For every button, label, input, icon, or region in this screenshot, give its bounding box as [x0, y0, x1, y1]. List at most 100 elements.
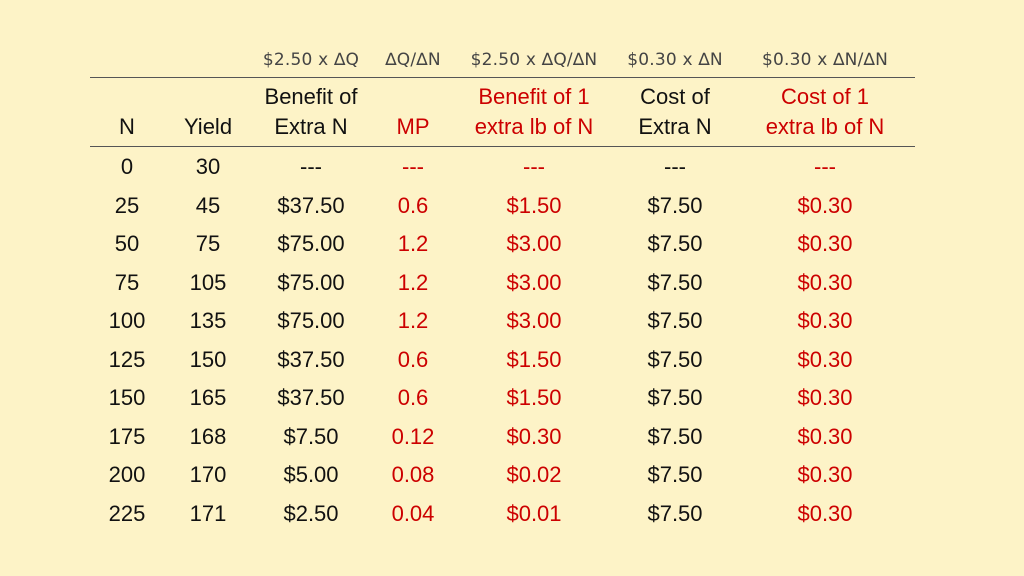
header-line2: extra lb of N: [765, 114, 885, 139]
table-body: 0 30 --- --- --- --- --- 25 45 $37.50 0.6 $1.50 $7.5…: [0, 148, 1024, 533]
cell-benefit-1lb: $3.00: [506, 308, 562, 333]
cell-benefit-extra-n: $37.50: [277, 346, 345, 372]
header-mp: MP: [397, 112, 430, 142]
cell-cost-extra-n: $7.50: [647, 462, 703, 487]
cell-cost-extra-n: $7.50: [647, 423, 703, 449]
header-line2: Extra N: [274, 114, 348, 139]
cell-benefit-1lb: $1.50: [506, 346, 562, 372]
cell-mp: 1.2: [397, 231, 429, 256]
cell-benefit-extra-n: $2.50: [283, 500, 339, 526]
header-n: N: [119, 112, 135, 142]
cell-n: 125: [108, 346, 146, 372]
header-line2: extra lb of N: [474, 114, 594, 139]
cell-benefit-1lb: $3.00: [506, 231, 562, 256]
cell-mp: 0.6: [397, 192, 429, 218]
header-line1: Benefit of 1: [478, 84, 590, 109]
cell-benefit-extra-n: $5.00: [283, 462, 339, 487]
formula-cost-1lb: $0.30 x ∆N/∆N: [761, 50, 889, 70]
cell-cost-1lb: $0.30: [797, 462, 853, 487]
cell-yield: 75: [195, 231, 221, 256]
cell-yield: 30: [195, 154, 221, 179]
header-benefit-extra-n: Benefit of Extra N: [265, 82, 358, 142]
cell-benefit-1lb: $0.01: [506, 500, 562, 526]
cell-benefit-1lb: $0.30: [506, 423, 562, 449]
cell-yield: 150: [189, 346, 227, 372]
cell-mp: 1.2: [397, 269, 429, 295]
cell-cost-1lb: ---: [814, 154, 836, 179]
cell-cost-1lb: $0.30: [797, 346, 853, 372]
header-line1: Cost of: [640, 84, 710, 109]
table-row: 75 105 $75.00 1.2 $3.00 $7.50 $0.30: [0, 264, 1024, 303]
cell-n: 50: [114, 231, 140, 256]
cell-yield: 170: [189, 462, 227, 487]
cell-benefit-1lb: ---: [523, 154, 545, 179]
cell-n: 75: [114, 269, 140, 295]
table-row: 50 75 $75.00 1.2 $3.00 $7.50 $0.30: [0, 225, 1024, 264]
cell-mp: 0.04: [391, 500, 435, 526]
cell-cost-extra-n: ---: [664, 154, 686, 179]
table-row: 125 150 $37.50 0.6 $1.50 $7.50 $0.30: [0, 341, 1024, 380]
cell-n: 150: [108, 385, 146, 410]
cell-yield: 45: [195, 192, 221, 218]
cell-benefit-extra-n: $75.00: [277, 308, 345, 333]
cell-yield: 168: [189, 423, 227, 449]
table-row: 200 170 $5.00 0.08 $0.02 $7.50 $0.30: [0, 456, 1024, 495]
cell-cost-extra-n: $7.50: [647, 192, 703, 218]
header-cost-extra-n: Cost of Extra N: [638, 82, 711, 142]
table-row: 150 165 $37.50 0.6 $1.50 $7.50 $0.30: [0, 379, 1024, 418]
cell-cost-1lb: $0.30: [797, 269, 853, 295]
cell-cost-1lb: $0.30: [797, 500, 853, 526]
header-line1: Benefit of: [264, 84, 358, 109]
cell-mp: 1.2: [397, 308, 429, 333]
cell-cost-1lb: $0.30: [797, 231, 853, 256]
cell-yield: 171: [189, 500, 227, 526]
header-yield: Yield: [184, 112, 232, 142]
cell-benefit-1lb: $1.50: [506, 192, 562, 218]
cell-n: 100: [108, 308, 146, 333]
header-line2: MP: [396, 114, 430, 139]
cell-benefit-extra-n: $75.00: [277, 269, 345, 295]
header-line1: Cost of 1: [780, 84, 870, 109]
cell-cost-extra-n: $7.50: [647, 500, 703, 526]
header-cost-1lb: Cost of 1 extra lb of N: [766, 82, 885, 142]
cell-n: 25: [114, 192, 140, 218]
table-row: 25 45 $37.50 0.6 $1.50 $7.50 $0.30: [0, 187, 1024, 226]
formula-mp: ∆Q/∆N: [385, 50, 441, 70]
cell-benefit-1lb: $3.00: [506, 269, 562, 295]
table-row: 0 30 --- --- --- --- ---: [0, 148, 1024, 187]
cell-cost-1lb: $0.30: [797, 385, 853, 410]
cell-benefit-extra-n: $37.50: [277, 192, 345, 218]
cell-cost-extra-n: $7.50: [647, 346, 703, 372]
cell-mp: ---: [402, 154, 424, 179]
cell-yield: 165: [189, 385, 227, 410]
table-row: 100 135 $75.00 1.2 $3.00 $7.50 $0.30: [0, 302, 1024, 341]
cell-benefit-1lb: $0.02: [506, 462, 562, 487]
formula-row: $2.50 x ∆Q ∆Q/∆N $2.50 x ∆Q/∆N $0.30 x ∆…: [0, 50, 1024, 78]
cell-n: 225: [108, 500, 146, 526]
cell-benefit-extra-n: $75.00: [277, 231, 345, 256]
cell-benefit-extra-n: $37.50: [277, 385, 345, 410]
cell-mp: 0.6: [397, 385, 429, 410]
cell-cost-extra-n: $7.50: [647, 308, 703, 333]
cell-benefit-extra-n: $7.50: [283, 423, 339, 449]
cell-n: 175: [108, 423, 146, 449]
table-header: N Yield Benefit of Extra N MP Benefit of…: [0, 84, 1024, 146]
table-row: 175 168 $7.50 0.12 $0.30 $7.50 $0.30: [0, 418, 1024, 457]
cell-yield: 135: [189, 308, 227, 333]
formula-benefit-1lb: $2.50 x ∆Q/∆N: [470, 50, 598, 70]
cell-mp: 0.6: [397, 346, 429, 372]
cell-cost-1lb: $0.30: [797, 192, 853, 218]
top-divider: [90, 77, 915, 78]
table-row: 225 171 $2.50 0.04 $0.01 $7.50 $0.30: [0, 495, 1024, 534]
formula-benefit-extra-n: $2.50 x ∆Q: [262, 50, 360, 70]
cell-mp: 0.08: [391, 462, 435, 487]
header-benefit-1lb: Benefit of 1 extra lb of N: [475, 82, 594, 142]
cell-n: 200: [108, 462, 146, 487]
cell-mp: 0.12: [391, 423, 435, 449]
formula-cost-extra-n: $0.30 x ∆N: [627, 50, 723, 70]
cell-n: 0: [120, 154, 134, 179]
header-line2: Yield: [183, 114, 233, 139]
cell-cost-1lb: $0.30: [797, 308, 853, 333]
cell-cost-1lb: $0.30: [797, 423, 853, 449]
cell-yield: 105: [189, 269, 227, 295]
